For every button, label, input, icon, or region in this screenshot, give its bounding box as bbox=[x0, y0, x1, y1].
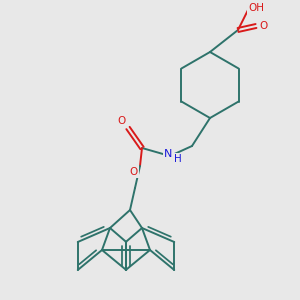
Text: H: H bbox=[174, 154, 182, 164]
Text: OH: OH bbox=[248, 3, 264, 13]
Text: N: N bbox=[164, 149, 172, 159]
Text: O: O bbox=[130, 167, 138, 177]
Text: O: O bbox=[260, 21, 268, 31]
Text: O: O bbox=[118, 116, 126, 126]
